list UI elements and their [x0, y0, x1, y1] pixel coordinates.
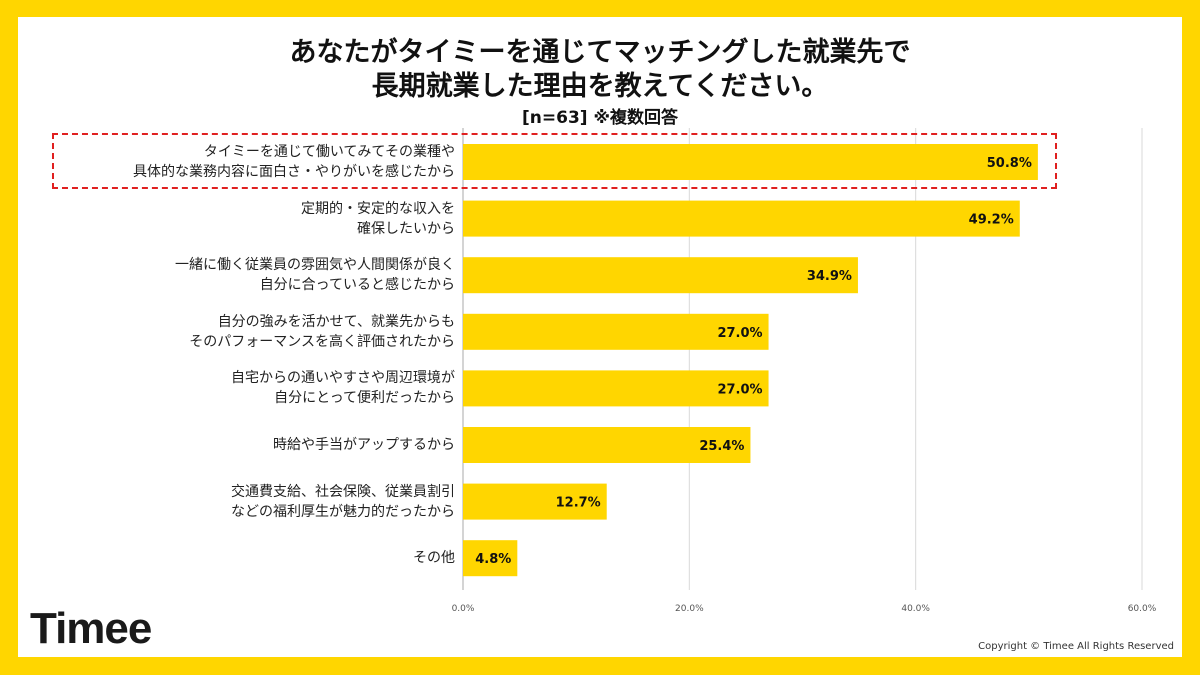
x-tick-label: 60.0%: [1128, 604, 1157, 614]
category-label-line: 自宅からの通いやすさや周辺環境が: [231, 370, 455, 387]
category-label-line: 自分に合っていると感じたから: [259, 277, 455, 294]
category-label-line: 交通費支給、社会保険、従業員割引: [231, 483, 455, 500]
category-label: 自分の強みを活かせて、就業先からもそのパフォーマンスを高く評価されたから: [189, 312, 455, 352]
chart-title-line-2: 長期就業した理由を教えてください。: [371, 71, 829, 102]
copyright: Copyright © Timee All Rights Reserved: [978, 641, 1174, 652]
category-label: タイミーを通じて働いてみてその業種や具体的な業務内容に面白さ・やりがいを感じたか…: [133, 142, 455, 182]
category-label-line: 自分にとって便利だったから: [274, 390, 455, 407]
x-tick-label: 20.0%: [675, 604, 704, 614]
category-label-line: タイミーを通じて働いてみてその業種や: [203, 144, 455, 160]
data-label: 49.2%: [969, 213, 1014, 228]
bar: [463, 313, 769, 350]
bar: [463, 200, 1020, 237]
bar: [463, 427, 751, 463]
category-label-line: 確保したいから: [357, 220, 455, 237]
data-label: 27.0%: [717, 382, 762, 397]
highlight-box: [52, 133, 1057, 189]
category-label: 一緒に働く従業員の雰囲気や人間関係が良く自分に合っていると感じたから: [175, 255, 455, 295]
bar: [463, 257, 858, 294]
data-label: 4.8%: [475, 552, 511, 567]
category-label-line: そのパフォーマンスを高く評価されたから: [189, 333, 455, 350]
category-label-line: 定期的・安定的な収入を: [301, 200, 455, 217]
chart-title-line-1: あなたがタイミーを通じてマッチングした就業先で: [289, 37, 911, 68]
bar: [463, 483, 607, 520]
data-label: 50.8%: [987, 156, 1032, 171]
category-label: 時給や手当がアップするから: [273, 435, 455, 455]
category-label: 自宅からの通いやすさや周辺環境が自分にとって便利だったから: [231, 368, 455, 408]
bar: [463, 540, 518, 577]
category-label: 定期的・安定的な収入を確保したいから: [301, 199, 455, 239]
category-label: その他: [413, 548, 455, 568]
timee-logo: Timee: [30, 604, 152, 653]
category-label-line: その他: [413, 550, 455, 567]
category-label-line: 具体的な業務内容に面白さ・やりがいを感じたから: [133, 164, 455, 180]
chart-subtitle: [n=63] ※複数回答: [522, 108, 678, 128]
category-label-line: などの福利厚生が魅力的だったから: [231, 503, 455, 520]
data-label: 25.4%: [699, 439, 744, 454]
x-tick-label: 40.0%: [901, 604, 930, 614]
x-tick-label: 0.0%: [452, 604, 475, 614]
category-label-line: 一緒に働く従業員の雰囲気や人間関係が良く: [175, 257, 455, 274]
category-label-line: 自分の強みを活かせて、就業先からも: [217, 313, 455, 330]
data-label: 27.0%: [717, 326, 762, 341]
category-label-line: 時給や手当がアップするから: [273, 437, 455, 453]
data-label: 34.9%: [807, 269, 852, 284]
bar: [463, 370, 769, 407]
bar: [463, 144, 1038, 180]
data-label: 12.7%: [556, 496, 601, 511]
category-label: 交通費支給、社会保険、従業員割引 などの福利厚生が魅力的だったから: [231, 482, 455, 522]
